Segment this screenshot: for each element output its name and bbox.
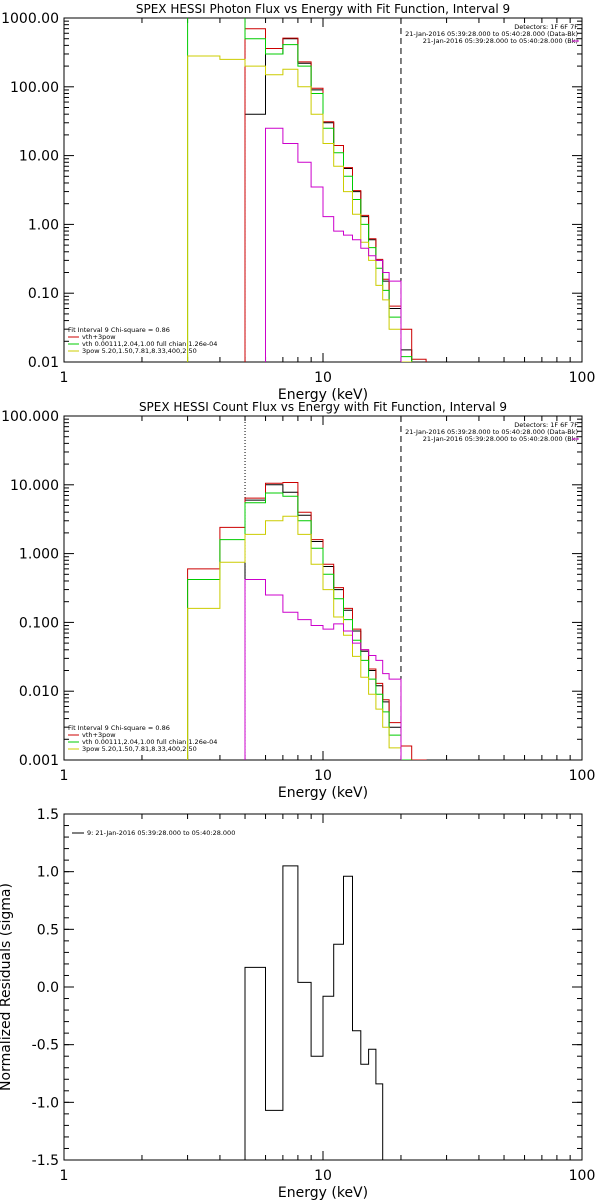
y-tick-label: 100.000 [1, 409, 59, 425]
series-line-3 [187, 18, 413, 362]
header-line: 21-Jan-2016 05:39:28.000 to 05:40:28.000… [405, 428, 578, 436]
y-tick-label: 0.01 [28, 355, 59, 371]
y-tick-label: -1.5 [32, 1153, 59, 1169]
y-tick-label: 1.00 [28, 217, 59, 233]
y-tick-label: 10.00 [19, 149, 59, 165]
series-line-5 [244, 579, 402, 760]
x-tick-label: 10 [314, 1168, 332, 1184]
x-tick-label: 1 [60, 768, 69, 784]
y-tick-label: 1.000 [19, 547, 59, 563]
header-line: 21-Jan-2016 05:39:28.000 to 05:40:28.000… [423, 37, 578, 45]
chart-title: SPEX HESSI Count Flux vs Energy with Fit… [139, 400, 507, 414]
y-tick-label: 1.0 [37, 865, 59, 881]
header-line: 21-Jan-2016 05:39:28.000 to 05:40:28.000… [423, 435, 578, 443]
fit-legend-line: Fit Interval 9 Chi-square = 0.86 [68, 724, 170, 732]
series-line-1 [244, 38, 413, 362]
data-layer [187, 18, 427, 362]
x-tick-label: 100 [569, 370, 596, 386]
y-tick-label: 1.5 [37, 807, 59, 823]
chart-panel-1: SPEX HESSI Photon Flux vs Energy with Fi… [1, 2, 596, 403]
data-layer [187, 416, 427, 760]
y-tick-label: 1000.00 [1, 11, 59, 27]
y-tick-label: 0.0 [37, 980, 59, 996]
x-tick-label: 10 [314, 768, 332, 784]
chart-title: SPEX HESSI Photon Flux vs Energy with Fi… [136, 2, 510, 16]
series-line-3 [187, 492, 413, 760]
data-layer [244, 865, 402, 1160]
header-line: Detectors: 1F 6F 7F [514, 421, 578, 429]
header-line: 21-Jan-2016 05:39:28.000 to 05:40:28.000… [405, 30, 578, 38]
x-tick-label: 1 [60, 370, 69, 386]
y-tick-label: -1.0 [32, 1095, 59, 1111]
fit-legend-line: vth+3pow [82, 333, 116, 341]
x-axis-label: Energy (keV) [278, 785, 368, 801]
y-tick-label: 10.000 [10, 478, 59, 494]
y-axis-label: Normalized Residuals (sigma) [0, 883, 14, 1091]
series-line-2 [187, 482, 427, 760]
y-tick-label: 0.001 [19, 753, 59, 769]
chart-panel-3: 1 10 100 Energy (keV) 1.5 1.0 0.5 0.0 -0.5 -1.0 -1… [0, 807, 595, 1200]
y-tick-label: 100.00 [10, 80, 59, 96]
y-tick-label: 0.10 [28, 286, 59, 302]
x-axis-label: Energy (keV) [278, 387, 368, 403]
y-tick-label: -0.5 [32, 1038, 59, 1054]
fit-legend-line: vth 0.00111,2.04,1.00 full chian 1.26e-0… [82, 340, 217, 348]
x-tick-label: 10 [314, 370, 332, 386]
series-line-4 [187, 55, 413, 362]
fit-legend-line: 3pow 5.20,1.50,7.81,8.33,400,2.50 [82, 745, 197, 753]
fit-legend-line: 3pow 5.20,1.50,7.81,8.33,400,2.50 [82, 347, 197, 355]
series-line-4 [187, 515, 402, 760]
plot-frame [63, 813, 583, 1161]
header-line: Detectors: 1F 6F 7F [514, 23, 578, 31]
y-tick-label: 0.010 [19, 684, 59, 700]
fit-legend-line: Fit Interval 9 Chi-square = 0.86 [68, 326, 170, 334]
fit-legend-line: vth 0.00111,2.04,1.00 full chian 1.26e-0… [82, 738, 217, 746]
x-tick-label: 100 [569, 768, 596, 784]
x-axis-label: Energy (keV) [278, 1185, 368, 1200]
x-tick-label: 100 [569, 1168, 596, 1184]
y-tick-label: 0.5 [37, 922, 59, 938]
series-line-5 [265, 127, 402, 362]
legend-text: 9: 21-Jan-2016 05:39:28.000 to 05:40:28.… [87, 829, 235, 837]
fit-legend-line: vth+3pow [82, 731, 116, 739]
chart-panel-2: SPEX HESSI Count Flux vs Energy with Fit… [1, 400, 595, 801]
x-tick-label: 1 [60, 1168, 69, 1184]
series-line-2 [244, 28, 427, 362]
y-tick-label: 0.100 [19, 615, 59, 631]
series-line-1 [244, 865, 402, 1160]
